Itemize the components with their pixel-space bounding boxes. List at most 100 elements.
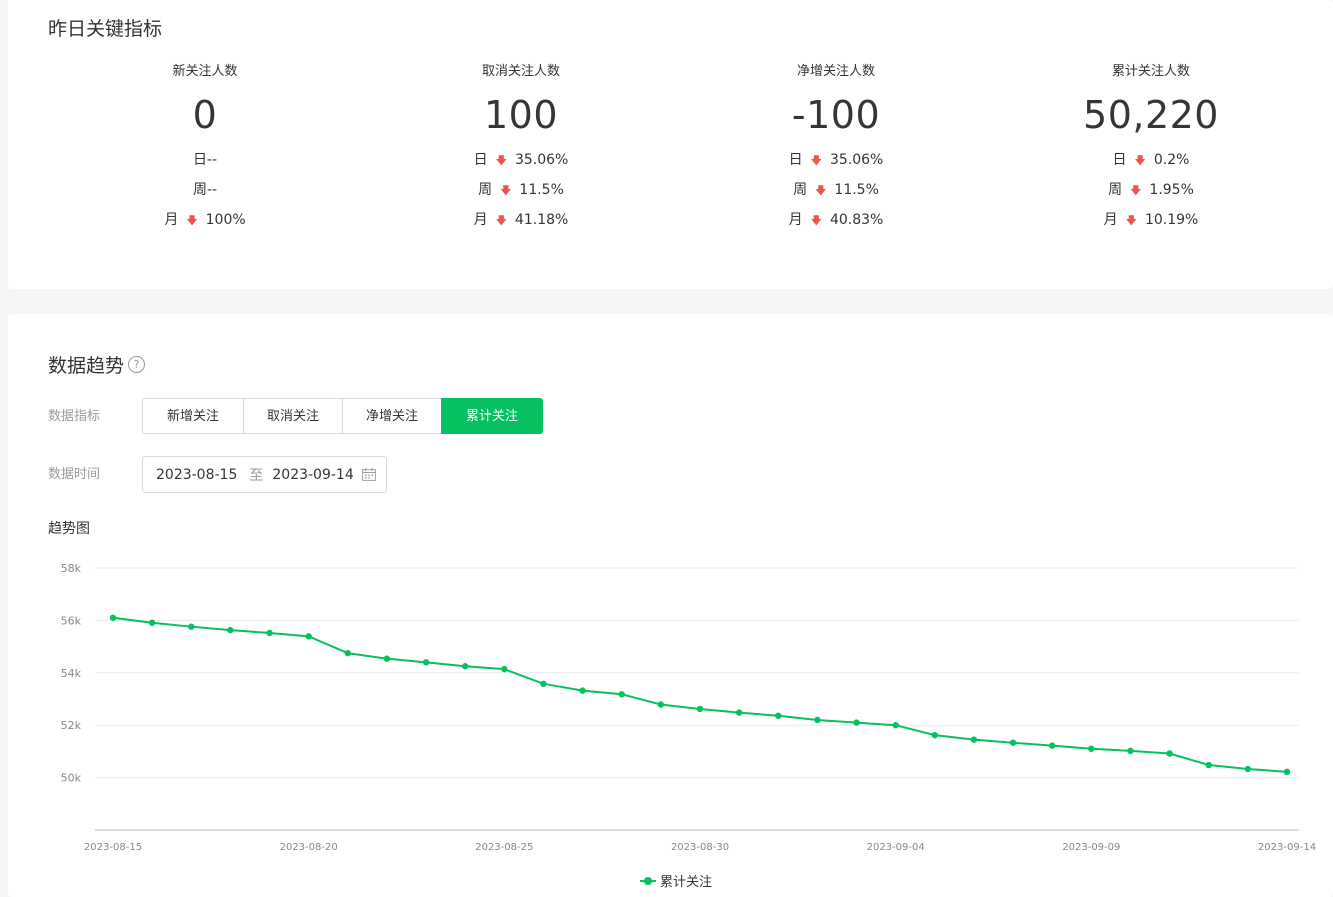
date-separator: 至 bbox=[249, 467, 264, 484]
trend-card: 数据趋势 ? 数据指标 新增关注 取消关注 净增关注 累计关注 数据时间 202… bbox=[8, 314, 1333, 897]
kpi-value: -100 bbox=[791, 93, 881, 137]
kpi-change-row: 周 🡇 1.95% bbox=[1021, 175, 1281, 205]
down-arrow-icon: 🡇 bbox=[810, 214, 822, 227]
data-point bbox=[579, 687, 586, 694]
data-point bbox=[775, 712, 782, 719]
kpi-value: 0 bbox=[192, 93, 218, 137]
down-arrow-icon: 🡇 bbox=[810, 154, 822, 167]
metric-label: 数据指标 bbox=[48, 409, 101, 424]
kpi-period: 月 bbox=[473, 212, 488, 228]
kpi-period: 周 bbox=[478, 182, 493, 198]
kpi-period: 月 bbox=[1103, 212, 1118, 228]
chart-legend[interactable]: 累计关注 bbox=[640, 871, 712, 890]
kpi-value: 50,220 bbox=[1083, 93, 1219, 137]
data-point bbox=[462, 663, 469, 670]
kpi-percent: 1.95% bbox=[1149, 182, 1194, 198]
data-point bbox=[344, 649, 351, 657]
down-arrow-icon: 🡇 bbox=[500, 184, 512, 197]
trend-title-wrap: 数据趋势 ? bbox=[48, 351, 146, 378]
data-point bbox=[188, 623, 195, 630]
y-tick-label: 56k bbox=[61, 614, 82, 627]
tab-new-follow[interactable]: 新增关注 bbox=[142, 398, 244, 434]
y-tick-label: 54k bbox=[61, 667, 82, 680]
date-end[interactable]: 2023-09-14 bbox=[272, 466, 354, 483]
kpi-card: 累计关注人数 50,220 日 🡇 0.2% 周 🡇 1.95% 月 🡇 10.19% bbox=[1021, 62, 1281, 235]
kpi-card: 取消关注人数 100 日 🡇 35.06% 周 🡇 11.5% 月 🡇 41.18% bbox=[391, 62, 651, 235]
kpi-change-row: 月 🡇 10.19% bbox=[1021, 205, 1281, 235]
kpi-card: 净增关注人数 -100 日 🡇 35.06% 周 🡇 11.5% 月 🡇 40.83% bbox=[706, 62, 966, 235]
kpi-period: 日 bbox=[473, 152, 488, 168]
kpi-change-row: 日-- bbox=[75, 145, 335, 175]
kpi-period: 日-- bbox=[192, 152, 218, 168]
kpi-percent: 10.19% bbox=[1144, 212, 1199, 228]
data-point bbox=[266, 629, 273, 637]
series-line bbox=[112, 616, 1288, 773]
x-tick-label: 2023-09-04 bbox=[867, 842, 925, 853]
y-tick-label: 58k bbox=[61, 562, 82, 575]
trend-title: 数据趋势 bbox=[48, 355, 125, 377]
kpi-period: 周 bbox=[1108, 182, 1123, 198]
data-point bbox=[853, 719, 860, 726]
chart-title: 趋势图 bbox=[48, 521, 90, 537]
kpi-period: 月 bbox=[788, 212, 803, 228]
help-icon[interactable]: ? bbox=[128, 356, 146, 373]
data-point bbox=[1088, 745, 1095, 752]
kpi-grid: 新关注人数 0 日-- 周-- 月 🡇 100% 取消关注人数 100 日 🡇 35.06% 周 🡇 11.… bbox=[8, 62, 1308, 262]
kpi-percent: 35.06% bbox=[514, 152, 569, 168]
data-point bbox=[1205, 761, 1212, 769]
metric-tabs: 新增关注 取消关注 净增关注 累计关注 bbox=[142, 398, 543, 434]
kpi-change-row: 周 🡇 11.5% bbox=[706, 175, 966, 205]
kpi-label: 净增关注人数 bbox=[796, 64, 875, 79]
data-point bbox=[501, 665, 508, 673]
data-point bbox=[735, 709, 743, 716]
legend-line-dot-icon bbox=[640, 876, 656, 885]
kpi-change-row: 月 🡇 40.83% bbox=[706, 205, 966, 235]
kpi-change-row: 日 🡇 35.06% bbox=[706, 145, 966, 175]
legend-label: 累计关注 bbox=[660, 875, 713, 890]
down-arrow-icon: 🡇 bbox=[186, 214, 198, 227]
trend-line-chart: 50k 52k 54k 56k 58k 2023-08-15 2023-08-20 2023-… bbox=[61, 562, 1316, 853]
data-point bbox=[422, 659, 430, 666]
kpi-value: 100 bbox=[483, 93, 559, 137]
x-tick-label: 2023-09-09 bbox=[1062, 842, 1120, 853]
kpi-change-row: 月 🡇 41.18% bbox=[391, 205, 651, 235]
overview-card: 昨日关键指标 新关注人数 0 日-- 周-- 月 🡇 100% 取消关注人数 100 日 🡇 35.0… bbox=[8, 0, 1333, 289]
down-arrow-icon: 🡇 bbox=[1125, 214, 1137, 227]
data-point bbox=[383, 655, 391, 662]
data-point bbox=[148, 619, 156, 626]
kpi-percent: 100% bbox=[205, 212, 246, 228]
data-point bbox=[1127, 747, 1134, 755]
data-point bbox=[618, 691, 625, 698]
kpi-change-row: 周 🡇 11.5% bbox=[391, 175, 651, 205]
kpi-change-row: 周-- bbox=[75, 175, 335, 205]
kpi-label: 累计关注人数 bbox=[1111, 64, 1190, 79]
data-point bbox=[657, 701, 665, 708]
tab-net-follow[interactable]: 净增关注 bbox=[342, 398, 442, 434]
kpi-percent: 0.2% bbox=[1153, 152, 1190, 168]
kpi-change-row: 月 🡇 100% bbox=[75, 205, 335, 235]
calendar-icon[interactable] bbox=[362, 468, 376, 481]
kpi-card: 新关注人数 0 日-- 周-- 月 🡇 100% bbox=[75, 62, 335, 235]
data-point bbox=[227, 626, 234, 634]
down-arrow-icon: 🡇 bbox=[1134, 154, 1146, 167]
x-tick-label: 2023-08-25 bbox=[475, 842, 533, 853]
down-arrow-icon: 🡇 bbox=[495, 214, 507, 227]
kpi-change-row: 日 🡇 35.06% bbox=[391, 145, 651, 175]
x-tick-label: 2023-08-20 bbox=[280, 842, 338, 853]
date-start[interactable]: 2023-08-15 bbox=[156, 466, 238, 483]
kpi-percent: 11.5% bbox=[519, 182, 564, 198]
date-range-picker[interactable]: 2023-08-15 至 2023-09-14 bbox=[142, 456, 387, 493]
tab-cumulative-follow[interactable]: 累计关注 bbox=[441, 398, 543, 434]
y-tick-label: 52k bbox=[61, 719, 82, 732]
data-point bbox=[1049, 742, 1056, 749]
data-point bbox=[892, 722, 899, 729]
kpi-percent: 40.83% bbox=[829, 212, 884, 228]
kpi-period: 日 bbox=[788, 152, 803, 168]
down-arrow-icon: 🡇 bbox=[495, 154, 507, 167]
data-point bbox=[305, 633, 312, 640]
kpi-percent: 35.06% bbox=[829, 152, 884, 168]
down-arrow-icon: 🡇 bbox=[1130, 184, 1142, 197]
kpi-period: 月 bbox=[164, 212, 179, 228]
x-tick-label: 2023-08-15 bbox=[84, 842, 142, 853]
tab-unfollow[interactable]: 取消关注 bbox=[243, 398, 343, 434]
